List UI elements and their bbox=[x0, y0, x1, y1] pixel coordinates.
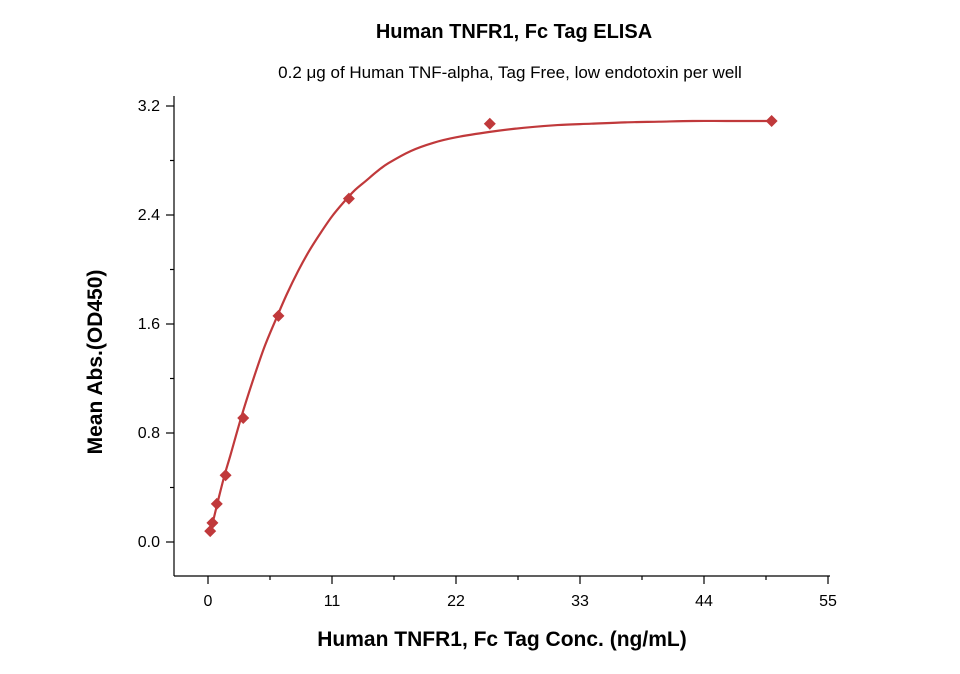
x-tick-label: 11 bbox=[324, 593, 341, 610]
data-point bbox=[206, 516, 219, 529]
data-point bbox=[483, 117, 496, 130]
data-points bbox=[204, 114, 778, 538]
y-axis-label: Mean Abs.(OD450) bbox=[84, 270, 107, 455]
x-tick-label: 44 bbox=[695, 593, 713, 610]
data-point bbox=[342, 192, 355, 205]
data-point bbox=[237, 412, 250, 425]
data-point bbox=[765, 114, 778, 127]
y-tick-label: 0.8 bbox=[138, 425, 160, 442]
x-tick-label: 0 bbox=[204, 593, 213, 610]
x-tick-label: 55 bbox=[819, 593, 837, 610]
y-tick-label: 2.4 bbox=[138, 207, 160, 224]
chart-subtitle: 0.2 μg of Human TNF-alpha, Tag Free, low… bbox=[278, 63, 742, 82]
x-tick-label: 33 bbox=[571, 593, 589, 610]
y-tick-label: 3.2 bbox=[138, 98, 160, 115]
x-tick-label: 22 bbox=[447, 593, 465, 610]
chart-title: Human TNFR1, Fc Tag ELISA bbox=[376, 21, 652, 43]
data-point bbox=[210, 497, 223, 510]
x-axis-label: Human TNFR1, Fc Tag Conc. (ng/mL) bbox=[317, 628, 686, 651]
y-tick-label: 1.6 bbox=[138, 316, 160, 333]
plot-area: 0.0 0.8 1.6 2.4 3.2 0 11 22 33 44 55 bbox=[138, 96, 837, 610]
y-tick-label: 0.0 bbox=[138, 534, 160, 551]
y-axis-ticks: 0.0 0.8 1.6 2.4 3.2 bbox=[138, 98, 174, 551]
data-point bbox=[219, 469, 232, 482]
data-point bbox=[272, 309, 285, 322]
x-axis-ticks: 0 11 22 33 44 55 bbox=[204, 576, 837, 610]
fit-curve bbox=[209, 119, 772, 533]
